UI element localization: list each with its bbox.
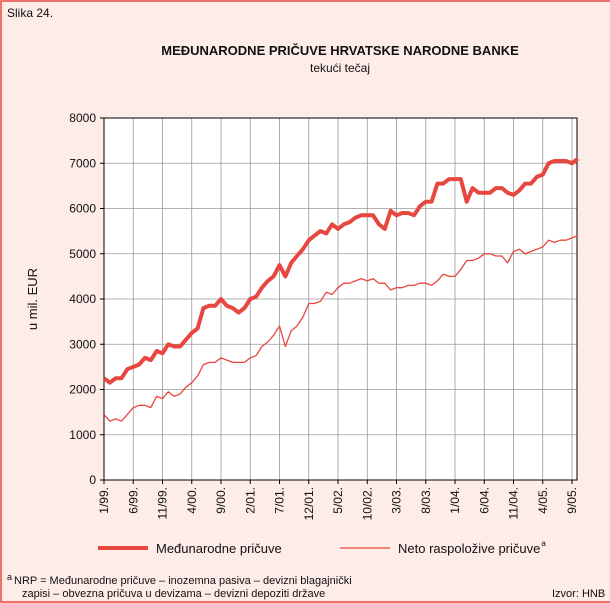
x-tick-label: 12/01. (302, 487, 316, 520)
legend-label: Neto raspoložive pričuve (398, 541, 540, 556)
footnote-line: zapisi – obvezna pričuva u devizama – de… (22, 588, 325, 600)
x-tick-label: 1/99. (97, 487, 111, 514)
source: Izvor: HNB (552, 588, 605, 600)
series-line (102, 157, 580, 385)
figure-label: Slika 24. (7, 6, 53, 20)
legend-label: Međunarodne pričuve (156, 541, 282, 556)
footnote-line: NRP = Međunarodne pričuve – inozemna pas… (14, 575, 352, 587)
legend-marker: a (541, 539, 546, 548)
footnote-marker: a (7, 572, 12, 582)
x-tick-label: 4/05. (536, 487, 550, 514)
y-tick-label: 4000 (69, 292, 96, 306)
x-tick-label: 2/01. (243, 487, 257, 514)
chart-subtitle: tekući tečaj (310, 61, 370, 75)
y-tick-label: 2000 (69, 383, 96, 397)
y-tick-label: 7000 (69, 156, 96, 170)
x-tick-label: 9/00. (214, 487, 228, 514)
x-tick-label: 6/99. (126, 487, 140, 514)
x-tick-label: 9/05. (565, 487, 579, 514)
x-tick-label: 3/03. (390, 487, 404, 514)
x-tick-label: 10/02. (360, 487, 374, 520)
x-tick-label: 6/04. (477, 487, 491, 514)
x-tick-label: 8/03. (419, 487, 433, 514)
x-tick-label: 5/02. (331, 487, 345, 514)
y-tick-label: 8000 (69, 111, 96, 125)
x-tick-label: 11/04. (507, 487, 521, 519)
x-tick-label: 4/00. (185, 487, 199, 514)
plot-border (103, 117, 578, 481)
chart-title: MEĐUNARODNE PRIČUVE HRVATSKE NARODNE BAN… (161, 43, 519, 58)
y-tick-label: 6000 (69, 202, 96, 216)
series-line (103, 234, 579, 422)
y-tick-label: 3000 (69, 337, 96, 351)
y-axis-label: u mil. EUR (25, 268, 40, 330)
y-tick-label: 5000 (69, 247, 96, 261)
y-tick-label: 1000 (69, 428, 96, 442)
x-tick-label: 7/01. (273, 487, 287, 514)
y-tick-label: 0 (89, 473, 96, 487)
x-tick-label: 11/99. (156, 487, 170, 519)
x-tick-label: 1/04. (448, 487, 462, 514)
